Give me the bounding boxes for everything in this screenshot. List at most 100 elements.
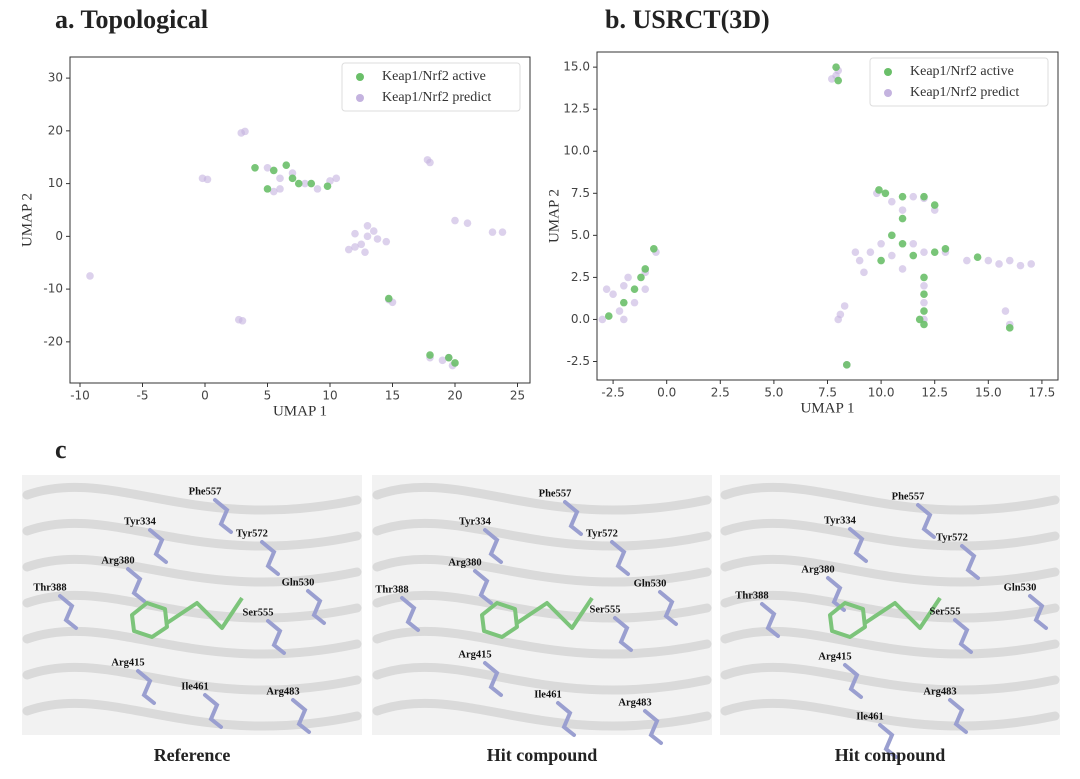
scatter-point — [276, 174, 284, 183]
scatter-point — [881, 189, 890, 198]
scatter-point — [855, 256, 864, 265]
x-axis-label: UMAP 1 — [273, 403, 327, 419]
x-tick-label: 10 — [322, 389, 337, 403]
scatter-point — [382, 237, 391, 246]
residue-stick — [136, 669, 156, 705]
legend-label: Keap1/Nrf2 active — [382, 69, 486, 84]
scatter-point — [984, 256, 993, 265]
residue-label: Gln530 — [634, 578, 667, 589]
scatter-point — [909, 251, 918, 260]
residue-label: Ser555 — [590, 604, 621, 615]
protein-ribbon — [720, 662, 1060, 695]
x-tick-label: 5 — [264, 389, 272, 403]
residue-stick — [260, 540, 280, 576]
protein-ribbon — [372, 518, 712, 551]
residue-stick — [960, 544, 980, 580]
panel-caption: Hit compound — [835, 745, 946, 765]
residue-stick — [658, 590, 678, 626]
protein-ribbon — [22, 518, 362, 551]
scatter-point — [898, 265, 907, 273]
protein-ribbon — [22, 482, 362, 515]
protein-ribbon — [372, 698, 712, 731]
y-tick-label: 30 — [48, 71, 63, 85]
residue-label: Thr388 — [33, 582, 66, 593]
scatter-point — [444, 353, 453, 362]
scatter-point — [930, 248, 939, 256]
x-tick-label: 17.5 — [1029, 386, 1056, 400]
residue-stick — [610, 540, 630, 576]
legend-label: Keap1/Nrf2 predict — [910, 85, 1019, 100]
scatter-point — [1005, 324, 1014, 332]
scatter-point — [620, 315, 628, 324]
scatter-point — [313, 185, 322, 193]
residue-stick — [563, 500, 583, 536]
scatter-point — [834, 76, 843, 85]
scatter-point — [842, 361, 851, 369]
residue-stick — [1028, 594, 1048, 630]
residue-label: Arg415 — [818, 651, 851, 662]
residue-label: Tyr572 — [236, 528, 268, 539]
y-tick-label: 15.0 — [563, 60, 590, 74]
scatter-point — [630, 285, 639, 293]
plot-frame — [69, 56, 531, 384]
scatter-point — [888, 231, 896, 240]
scatter-point — [650, 245, 658, 253]
legend-box — [869, 57, 1049, 107]
scatter-point — [373, 235, 382, 243]
protein-ribbon — [22, 662, 362, 695]
residue-stick — [483, 661, 503, 697]
scatter-point — [269, 187, 278, 196]
residue-stick — [953, 618, 973, 654]
scatter-point — [438, 356, 447, 365]
scatter-point — [1016, 261, 1025, 270]
scatter-point — [288, 169, 297, 177]
scatter-point — [498, 228, 507, 236]
residue-stick — [306, 589, 326, 625]
residue-label: Ser555 — [930, 606, 961, 617]
y-axis-label: UMAP 2 — [19, 193, 35, 247]
x-tick-label: 0 — [201, 389, 209, 403]
scatter-point — [920, 320, 928, 329]
residue-label: Arg415 — [111, 657, 144, 668]
ligand — [480, 596, 594, 639]
scatter-point — [598, 315, 607, 324]
residue-stick — [473, 569, 493, 605]
y-tick-label: -2.5 — [567, 354, 590, 368]
x-tick-label: 15.0 — [975, 386, 1002, 400]
y-tick-label: -10 — [43, 282, 63, 296]
x-tick-label: 10.0 — [868, 386, 895, 400]
scatter-point — [369, 227, 378, 235]
residue-label: Thr388 — [375, 584, 408, 595]
y-tick-label: 2.5 — [571, 270, 590, 284]
scatter-point — [357, 240, 366, 249]
scatter-point — [602, 285, 611, 293]
scatter-point — [637, 273, 645, 282]
residue-label: Gln530 — [1004, 582, 1037, 593]
scatter-point — [263, 185, 272, 193]
y-tick-label: 5.0 — [571, 228, 590, 242]
scatter-point — [488, 228, 497, 236]
scatter-point — [860, 268, 868, 277]
x-tick-label: 25 — [510, 389, 525, 403]
residue-label: Tyr334 — [124, 516, 157, 527]
protein-ribbon — [720, 554, 1060, 587]
x-tick-label: -2.5 — [601, 386, 624, 400]
protein-ribbon — [720, 626, 1060, 659]
scatter-point — [920, 192, 928, 201]
scatter-point — [898, 239, 907, 248]
protein-ribbon — [720, 482, 1060, 515]
ligand — [828, 596, 942, 639]
residue-stick — [148, 528, 168, 564]
protein-ribbon — [372, 554, 712, 587]
legend-label: Keap1/Nrf2 predict — [382, 90, 491, 105]
scatter-point — [1001, 307, 1010, 315]
residue-stick — [266, 619, 286, 655]
ligand — [130, 596, 244, 639]
residue-stick — [556, 701, 576, 737]
protein-ribbon — [372, 626, 712, 659]
scatter-point — [840, 302, 849, 310]
scatter-point — [963, 256, 971, 265]
residue-stick — [613, 616, 633, 652]
scatter-point — [1027, 260, 1035, 268]
scatter-point — [615, 307, 624, 315]
